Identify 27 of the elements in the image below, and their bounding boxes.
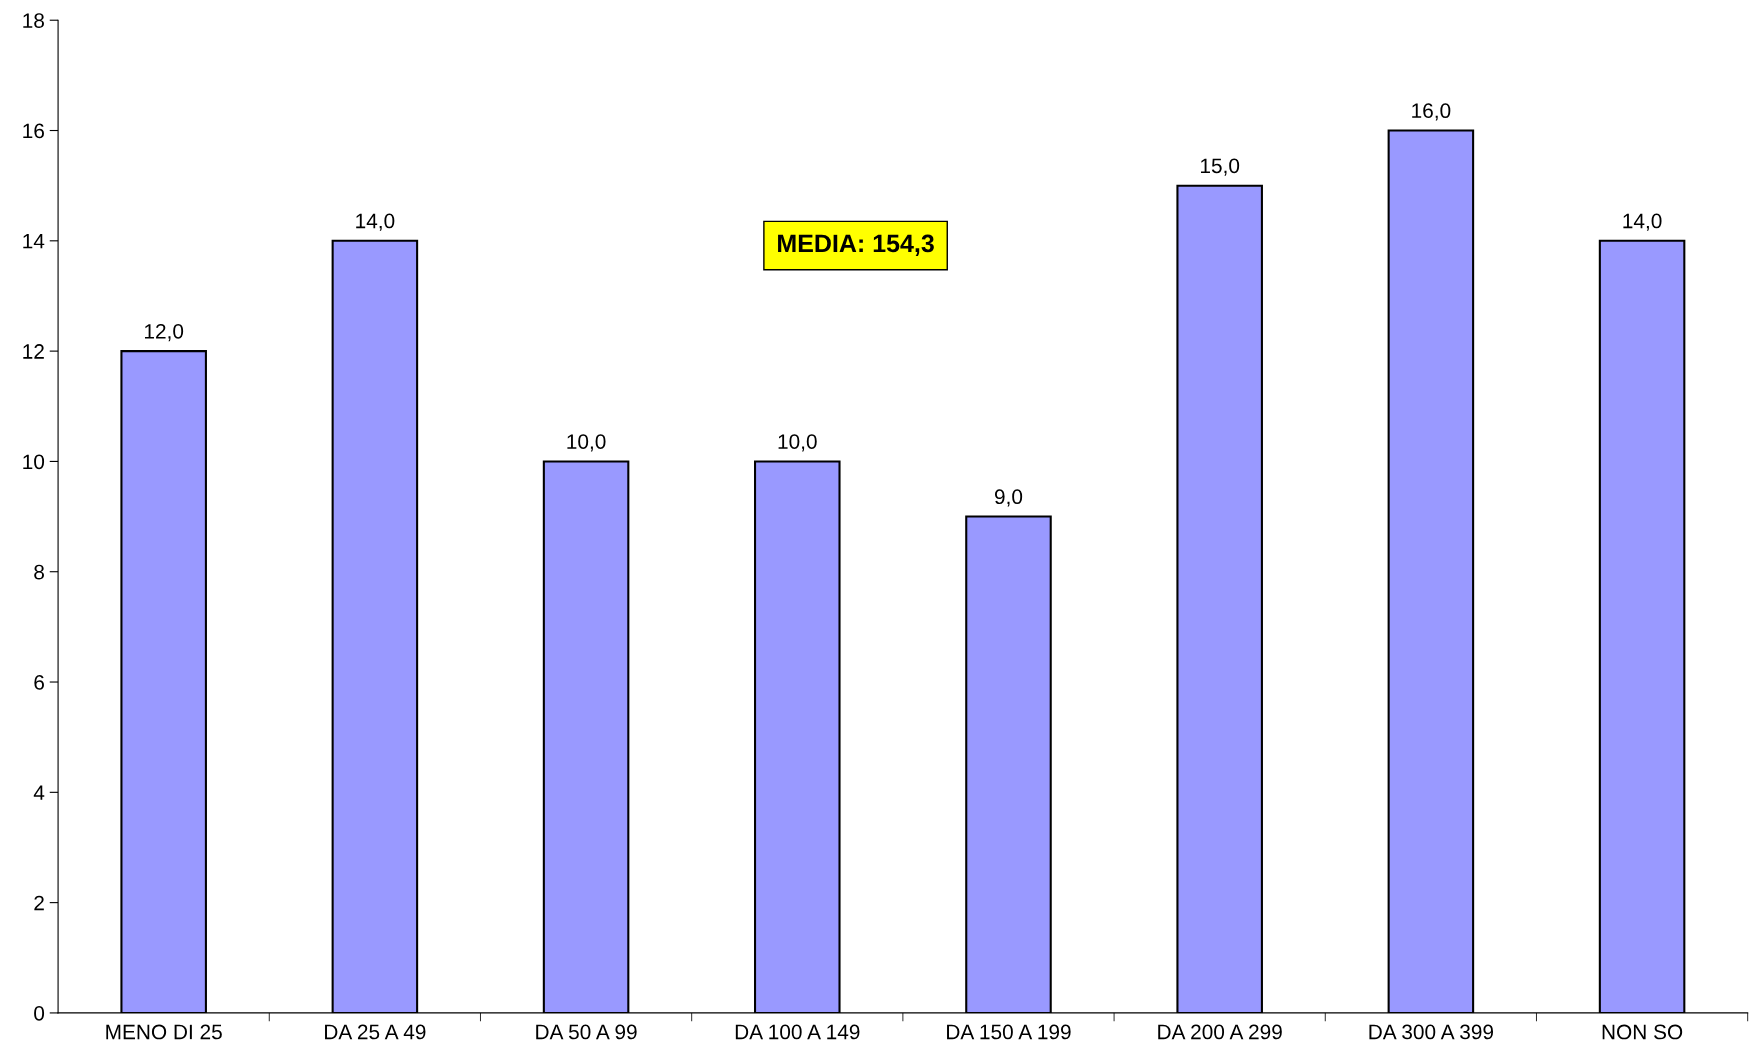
y-tick-label: 4 xyxy=(33,785,45,800)
x-tick-label: DA 50 A 99 xyxy=(536,1024,637,1040)
x-tick-label: DA 25 A 49 xyxy=(325,1024,426,1040)
y-tick-label: 16 xyxy=(23,123,44,139)
x-tick-label: MENO DI 25 xyxy=(106,1024,222,1040)
data-label: 16,0 xyxy=(1412,103,1451,121)
y-tick-label: 12 xyxy=(23,344,44,359)
y-tick-label: 10 xyxy=(23,454,45,470)
y-tick-label: 8 xyxy=(34,564,44,580)
data-label: 14,0 xyxy=(356,213,395,231)
x-tick-label: DA 200 A 299 xyxy=(1158,1024,1282,1040)
data-label: 14,0 xyxy=(1623,213,1662,231)
data-label: 15,0 xyxy=(1201,158,1240,176)
data-label: 9,0 xyxy=(994,489,1023,507)
y-tick-label: 6 xyxy=(34,675,44,690)
x-tick-label: DA 100 A 149 xyxy=(735,1024,860,1040)
x-tick-label: DA 150 A 199 xyxy=(947,1024,1071,1040)
x-tick-label: DA 300 A 399 xyxy=(1369,1024,1494,1040)
y-tick-label: 0 xyxy=(34,1005,45,1021)
y-tick-label: 2 xyxy=(34,895,44,911)
data-label: 12,0 xyxy=(145,323,184,342)
data-label: 10,0 xyxy=(567,434,606,452)
y-tick-label: 18 xyxy=(23,13,44,28)
x-tick-label: NON SO xyxy=(1602,1024,1683,1040)
data-label: 10,0 xyxy=(778,434,817,452)
annotation: MEDIA: 154,3 xyxy=(778,234,934,256)
y-tick-label: 14 xyxy=(23,234,45,249)
